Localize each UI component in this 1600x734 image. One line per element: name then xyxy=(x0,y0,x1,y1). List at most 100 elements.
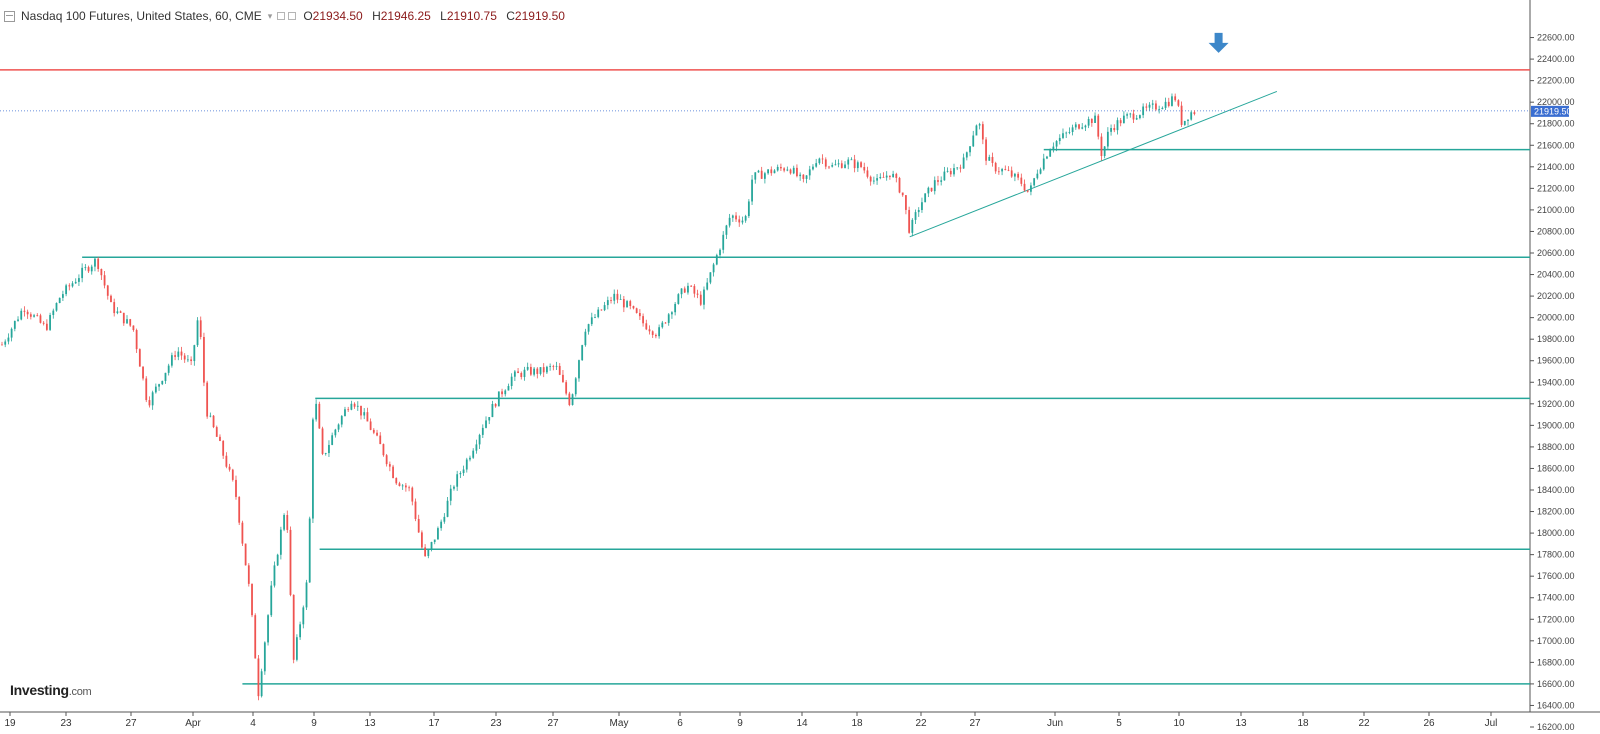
candle-body xyxy=(1055,141,1058,147)
candle-body xyxy=(360,405,362,416)
candle-body xyxy=(55,303,58,311)
candle-body xyxy=(456,474,459,487)
candle-body xyxy=(542,367,545,373)
high-label: H xyxy=(372,9,381,23)
candle-body xyxy=(62,294,64,298)
candle-body xyxy=(347,409,350,411)
candle-body xyxy=(36,315,39,317)
candle-body xyxy=(190,359,193,362)
candle-body xyxy=(404,485,407,488)
candle-body xyxy=(87,267,90,272)
candle-body xyxy=(1164,101,1167,108)
candle-body xyxy=(703,289,705,305)
candle-body xyxy=(744,216,747,221)
candle-body xyxy=(917,210,920,213)
candle-body xyxy=(610,300,612,301)
candle-body xyxy=(965,152,968,158)
candle-body xyxy=(106,285,109,296)
candle-body xyxy=(731,215,734,218)
x-tick-label: 18 xyxy=(851,718,863,729)
settings-square-icon[interactable] xyxy=(277,12,286,20)
high-value: 21946.25 xyxy=(380,9,431,23)
candle-body xyxy=(850,159,853,161)
candle-body xyxy=(71,283,74,287)
candle-body xyxy=(68,285,71,287)
candle-body xyxy=(263,642,266,672)
candle-body xyxy=(26,311,29,315)
candle-body xyxy=(1126,114,1128,116)
y-tick-label: 20200.00 xyxy=(1537,291,1575,301)
candle-body xyxy=(994,162,997,172)
candle-body xyxy=(536,368,539,374)
candle-body xyxy=(719,249,721,256)
candle-body xyxy=(680,288,683,295)
candle-body xyxy=(52,310,55,315)
candle-body xyxy=(308,518,311,583)
candle-body xyxy=(856,162,859,169)
candle-body xyxy=(116,311,119,314)
candle-body xyxy=(398,483,401,486)
candle-body xyxy=(831,165,834,167)
candle-body xyxy=(353,403,356,407)
y-tick-label: 17600.00 xyxy=(1537,571,1575,581)
candle-body xyxy=(1161,107,1164,110)
candle-body xyxy=(20,310,23,320)
candle-body xyxy=(1074,124,1077,128)
candle-body xyxy=(103,275,106,286)
candle-body xyxy=(780,166,782,169)
candle-body xyxy=(603,305,606,311)
y-tick-label: 20400.00 xyxy=(1537,270,1575,280)
candle-body xyxy=(1004,169,1007,170)
y-tick-label: 20800.00 xyxy=(1537,226,1575,236)
x-tick-label: 27 xyxy=(969,718,981,729)
candle-body xyxy=(792,167,795,174)
candle-body xyxy=(562,374,564,383)
candle-body xyxy=(600,309,603,311)
candle-body xyxy=(1158,109,1161,110)
window-icon[interactable] xyxy=(4,10,15,22)
candle-body xyxy=(126,319,128,324)
candle-body xyxy=(735,215,737,220)
candle-body xyxy=(260,671,263,697)
candle-body xyxy=(632,306,635,309)
chevron-down-icon[interactable]: ▾ xyxy=(267,10,273,21)
candle-body xyxy=(555,365,558,367)
x-tick-label: 22 xyxy=(1358,718,1370,729)
candle-body xyxy=(885,175,888,178)
candle-body xyxy=(90,266,93,272)
candle-body xyxy=(911,219,914,233)
candle-body xyxy=(754,172,757,180)
candle-body xyxy=(228,466,231,470)
candle-body xyxy=(629,301,632,307)
settings-square-icon[interactable] xyxy=(288,12,297,20)
candle-body xyxy=(122,312,125,324)
candle-body xyxy=(292,594,295,660)
candle-body xyxy=(1187,119,1189,121)
candle-body xyxy=(901,192,904,196)
candle-body xyxy=(869,176,872,182)
y-tick-label: 16400.00 xyxy=(1537,700,1575,710)
candle-body xyxy=(908,209,911,233)
candle-body xyxy=(17,319,19,321)
candle-body xyxy=(273,565,276,586)
low-value: 21910.75 xyxy=(446,9,497,23)
candle-body xyxy=(33,315,35,317)
candle-body xyxy=(276,554,279,566)
candle-body xyxy=(23,310,26,312)
trend-line[interactable] xyxy=(909,90,1278,238)
candle-body xyxy=(379,435,382,445)
candle-body xyxy=(844,164,846,168)
symbol-title[interactable]: Nasdaq 100 Futures, United States, 60, C… xyxy=(21,9,262,23)
candle-body xyxy=(677,294,680,304)
candle-body xyxy=(315,403,318,420)
candle-body xyxy=(696,293,699,295)
candle-body xyxy=(767,169,769,174)
candle-body xyxy=(222,440,225,456)
candle-body xyxy=(888,175,891,177)
candle-body xyxy=(574,378,577,395)
candle-body xyxy=(578,360,580,379)
x-tick-label: Apr xyxy=(185,718,201,729)
down-arrow-icon[interactable] xyxy=(1208,32,1229,53)
candle-body xyxy=(661,322,664,328)
